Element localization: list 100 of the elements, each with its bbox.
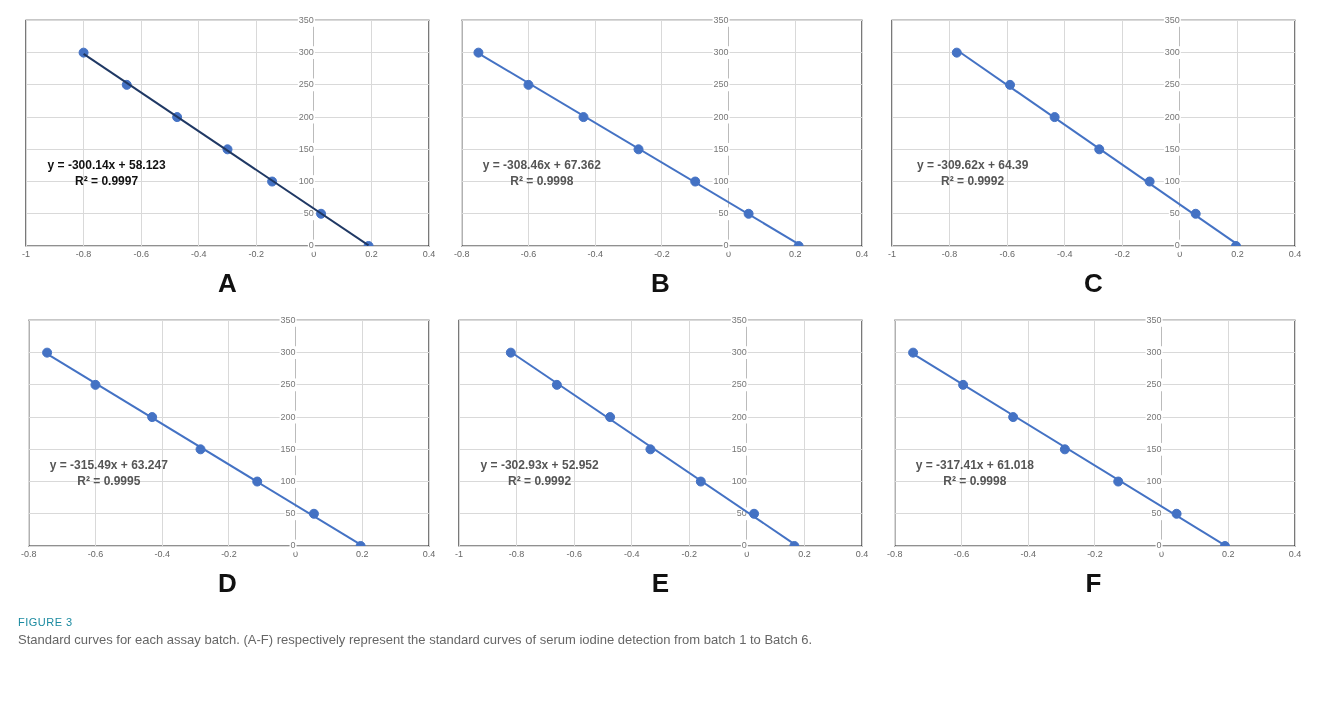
y-tick-label: 100 — [731, 476, 747, 487]
x-tick-label: -0.2 — [681, 548, 698, 559]
y-tick-label: 350 — [280, 314, 296, 325]
x-tick-label: -1 — [454, 548, 464, 559]
x-tick-label: 0.2 — [365, 248, 378, 259]
x-tick-label: -0.6 — [999, 248, 1015, 259]
annotation: y = -309.62x + 64.39 — [916, 158, 1029, 173]
y-tick-label: 150 — [298, 143, 314, 154]
x-tick-label: -0.2 — [1087, 548, 1103, 559]
text: E — [651, 567, 670, 598]
x-tick-label: 0.4 — [422, 248, 436, 259]
y-tick-label: 350 — [731, 314, 747, 325]
annotation: y = -300.14x + 58.123 — [47, 158, 166, 173]
y-tick-label: 200 — [1146, 411, 1162, 422]
annotation: R² = 0.9992 — [941, 174, 1005, 189]
y-tick-label: 200 — [713, 111, 729, 122]
x-tick-label: -1 — [21, 248, 31, 259]
annotation: R² = 0.9998 — [943, 474, 1007, 489]
y-tick-label: 350 — [1164, 14, 1180, 25]
y-tick-label: 100 — [713, 176, 729, 187]
y-tick-label: 0 — [1156, 540, 1162, 551]
x-tick-label: -0.8 — [508, 548, 525, 559]
x-tick-label: -0.4 — [623, 548, 640, 559]
text: Standard curves for each assay batch. (A-F) respectively represent the standard curves of serum iodine detection from batch 1 to Batch 6. — [18, 632, 814, 647]
text: B — [651, 267, 670, 298]
y-tick-label: 0 — [1174, 240, 1180, 251]
y-tick-label: 250 — [713, 79, 729, 90]
x-tick-label: -0.6 — [953, 548, 970, 559]
y-tick-label: 0 — [723, 240, 729, 251]
y-tick-label: 50 — [1151, 508, 1162, 519]
y-tick-label: 250 — [1146, 379, 1162, 390]
y-tick-label: 50 — [1169, 208, 1180, 219]
x-tick-label: 0.2 — [789, 248, 802, 259]
y-tick-label: 250 — [298, 79, 314, 90]
y-tick-label: 200 — [731, 411, 747, 422]
y-tick-label: 350 — [713, 14, 729, 25]
x-tick-label: 0.2 — [1222, 548, 1235, 559]
x-tick-label: -0.8 — [941, 248, 958, 259]
point — [473, 47, 484, 58]
x-tick-label: 0.4 — [1288, 548, 1302, 559]
x-tick-label: -0.6 — [133, 248, 149, 259]
x-tick-label: 0.2 — [798, 548, 811, 559]
annotation: R² = 0.9997 — [75, 174, 139, 189]
text: D — [218, 567, 237, 598]
x-tick-label: -0.2 — [221, 548, 237, 559]
x-tick-label: -0.4 — [154, 548, 170, 559]
y-tick-label: 50 — [303, 208, 314, 219]
y-tick-label: 100 — [298, 176, 314, 187]
x-tick-label: -0.2 — [248, 248, 265, 259]
x-tick-label: -1 — [887, 248, 897, 259]
y-tick-label: 300 — [1164, 47, 1180, 58]
y-tick-label: 300 — [1146, 347, 1162, 358]
y-tick-label: 250 — [1164, 79, 1180, 90]
x-tick-label: 0.2 — [356, 548, 369, 559]
annotation: y = -302.93x + 52.952 — [480, 458, 599, 473]
x-tick-label: -0.4 — [1020, 548, 1036, 559]
point — [908, 347, 919, 358]
x-tick-label: -0.8 — [75, 248, 92, 259]
x-tick-label: -0.8 — [454, 248, 470, 259]
x-tick-label: -0.8 — [887, 548, 903, 559]
y-tick-label: 350 — [298, 14, 314, 25]
y-tick-label: 0 — [741, 540, 747, 551]
y-tick-label: 300 — [298, 47, 314, 58]
y-tick-label: 150 — [713, 143, 729, 154]
x-tick-label: -0.4 — [587, 248, 603, 259]
x-tick-label: -0.4 — [1056, 248, 1073, 259]
x-tick-label: -0.6 — [520, 248, 537, 259]
x-tick-label: 0.4 — [1288, 248, 1302, 259]
y-tick-label: 100 — [1164, 176, 1180, 187]
x-tick-label: 0.4 — [855, 548, 869, 559]
text: C — [1084, 267, 1104, 298]
text: A — [218, 267, 238, 298]
y-tick-label: 0 — [290, 540, 296, 551]
y-tick-label: 350 — [1146, 314, 1162, 325]
y-tick-label: 150 — [1164, 143, 1180, 154]
y-tick-label: 150 — [731, 443, 747, 454]
annotation: y = -308.46x + 67.362 — [482, 158, 602, 173]
x-tick-label: 0.2 — [1231, 248, 1244, 259]
x-tick-label: 0.4 — [855, 248, 869, 259]
x-tick-label: -0.6 — [87, 548, 104, 559]
x-tick-label: -0.6 — [566, 548, 582, 559]
y-tick-label: 100 — [1146, 476, 1162, 487]
y-tick-label: 200 — [298, 111, 314, 122]
y-tick-label: 50 — [718, 208, 729, 219]
annotation: R² = 0.9998 — [510, 174, 574, 189]
text: FIGURE 3 — [18, 616, 74, 628]
point — [42, 347, 53, 358]
x-tick-label: -0.2 — [654, 248, 670, 259]
y-tick-label: 150 — [1146, 443, 1162, 454]
y-tick-label: 150 — [280, 443, 296, 454]
x-tick-label: -0.8 — [21, 548, 37, 559]
annotation: R² = 0.9992 — [508, 474, 572, 489]
text: F — [1085, 567, 1102, 598]
y-tick-label: 300 — [713, 47, 729, 58]
x-tick-label: -0.4 — [190, 248, 207, 259]
annotation: y = -317.41x + 61.018 — [915, 458, 1035, 473]
y-tick-label: 250 — [280, 379, 296, 390]
y-tick-label: 250 — [731, 379, 747, 390]
y-tick-label: 100 — [280, 476, 296, 487]
annotation: y = -315.49x + 63.247 — [49, 458, 169, 473]
